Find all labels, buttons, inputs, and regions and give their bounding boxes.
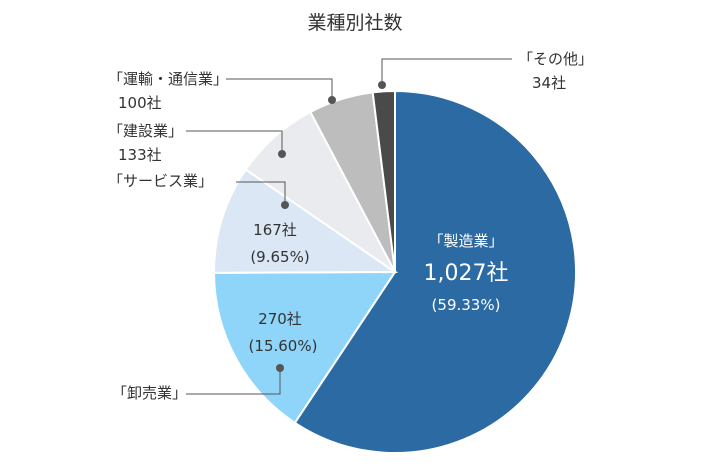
slice-label-other: 「その他」 (518, 50, 593, 68)
slice-count-transport: 100社 (118, 94, 162, 112)
leader-dot-transport (328, 96, 336, 104)
slice-percent-wholesale: (15.60%) (249, 337, 318, 355)
leader-line-service (236, 181, 286, 205)
slice-count-other: 34社 (532, 74, 566, 92)
slice-label-wholesale: 「卸売業」 (112, 384, 187, 402)
leader-dot-construction (278, 150, 286, 158)
slice-label-construction: 「建設業」 (108, 122, 183, 140)
leader-dot-service (281, 201, 289, 209)
leader-line-construction (186, 130, 283, 154)
pie-slice-service (213, 168, 399, 274)
slice-count-construction: 133社 (118, 146, 162, 164)
pie-slice-wholesale (212, 270, 397, 425)
pie-slice-other (371, 89, 396, 273)
slice-percent-service: (9.65%) (250, 248, 309, 266)
leader-dot-other (378, 81, 386, 89)
pie-slice-manufacturing (293, 89, 577, 454)
leader-line-transport (226, 78, 333, 100)
leader-lines (186, 58, 512, 395)
leader-line-wholesale (186, 368, 281, 395)
slice-label-manufacturing: 「製造業」 (428, 232, 503, 250)
slice-count-wholesale: 270社 (258, 310, 302, 328)
slice-count-manufacturing: 1,027社 (424, 261, 509, 286)
slice-count-service: 167社 (253, 221, 297, 239)
leader-line-other (381, 58, 512, 85)
slice-label-service: 「サービス業」 (108, 172, 213, 190)
leader-dot-wholesale (276, 364, 284, 372)
slice-percent-manufacturing: (59.33%) (432, 296, 501, 314)
slice-label-transport: 「運輸・通信業」 (108, 70, 228, 88)
pie-slices (212, 89, 577, 454)
chart-title: 業種別社数 (307, 12, 403, 34)
